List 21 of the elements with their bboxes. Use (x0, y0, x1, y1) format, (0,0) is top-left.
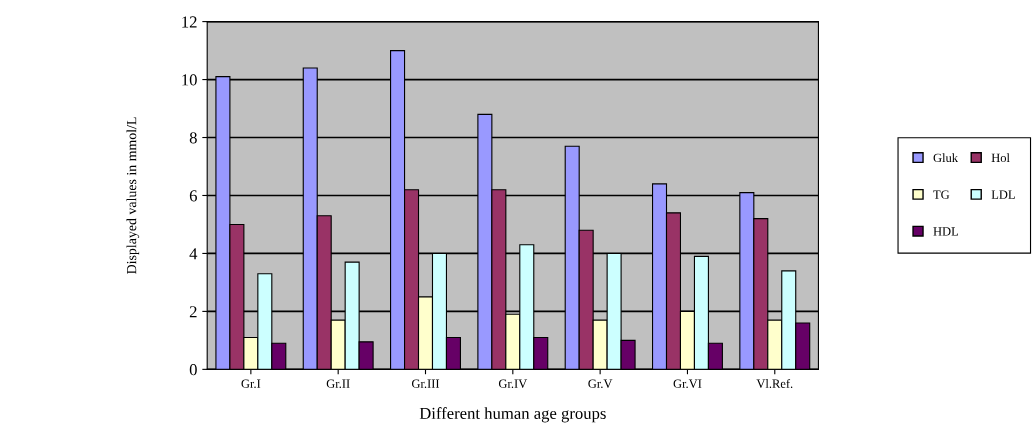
y-tick-label: 0 (189, 364, 197, 376)
x-tick-label: Vl.Ref. (756, 378, 793, 388)
x-tick-label: Gr.VI (673, 379, 702, 388)
y-tick-label: 2 (189, 306, 197, 318)
legend-label: TG (933, 190, 950, 199)
x-tick-label: Gr.III (411, 379, 440, 388)
x-tick-label: Gr.II (326, 379, 350, 388)
legend-label: HDL (933, 227, 958, 236)
legend-label: Gluk (933, 153, 959, 163)
y-tick-label: 10 (182, 74, 197, 86)
y-tick-label: 12 (182, 16, 197, 28)
y-axis-title: Displayed values in mmol/L (126, 117, 140, 274)
y-tick-label: 8 (189, 132, 197, 144)
x-tick-label: Gr.V (588, 379, 613, 388)
y-tick-label: 4 (189, 248, 198, 260)
legend-label: Hol (991, 153, 1010, 163)
x-tick-label: Gr.I (241, 379, 261, 388)
x-tick-label: Gr.IV (498, 379, 528, 388)
y-tick-label: 6 (189, 190, 197, 202)
x-axis-title: Different human age groups (419, 407, 606, 423)
legend-label: LDL (991, 190, 1015, 199)
